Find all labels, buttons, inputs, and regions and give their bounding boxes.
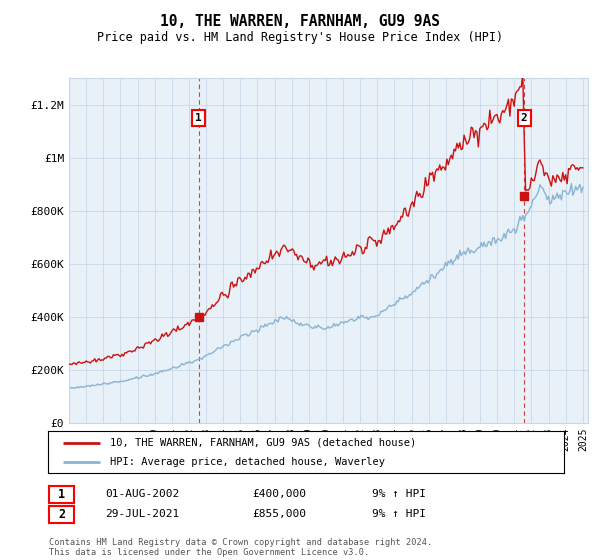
Text: HPI: Average price, detached house, Waverley: HPI: Average price, detached house, Wave… bbox=[110, 457, 385, 467]
Text: 10, THE WARREN, FARNHAM, GU9 9AS: 10, THE WARREN, FARNHAM, GU9 9AS bbox=[160, 14, 440, 29]
Text: 9% ↑ HPI: 9% ↑ HPI bbox=[372, 509, 426, 519]
Text: 29-JUL-2021: 29-JUL-2021 bbox=[105, 509, 179, 519]
Text: Price paid vs. HM Land Registry's House Price Index (HPI): Price paid vs. HM Land Registry's House … bbox=[97, 31, 503, 44]
Text: 01-AUG-2002: 01-AUG-2002 bbox=[105, 489, 179, 499]
Text: 9% ↑ HPI: 9% ↑ HPI bbox=[372, 489, 426, 499]
Text: 10, THE WARREN, FARNHAM, GU9 9AS (detached house): 10, THE WARREN, FARNHAM, GU9 9AS (detach… bbox=[110, 437, 416, 447]
Text: £400,000: £400,000 bbox=[252, 489, 306, 499]
Text: 2: 2 bbox=[58, 508, 65, 521]
Text: Contains HM Land Registry data © Crown copyright and database right 2024.
This d: Contains HM Land Registry data © Crown c… bbox=[49, 538, 433, 557]
Text: 2: 2 bbox=[521, 113, 527, 123]
Text: £855,000: £855,000 bbox=[252, 509, 306, 519]
Text: 1: 1 bbox=[58, 488, 65, 501]
Text: 1: 1 bbox=[196, 113, 202, 123]
